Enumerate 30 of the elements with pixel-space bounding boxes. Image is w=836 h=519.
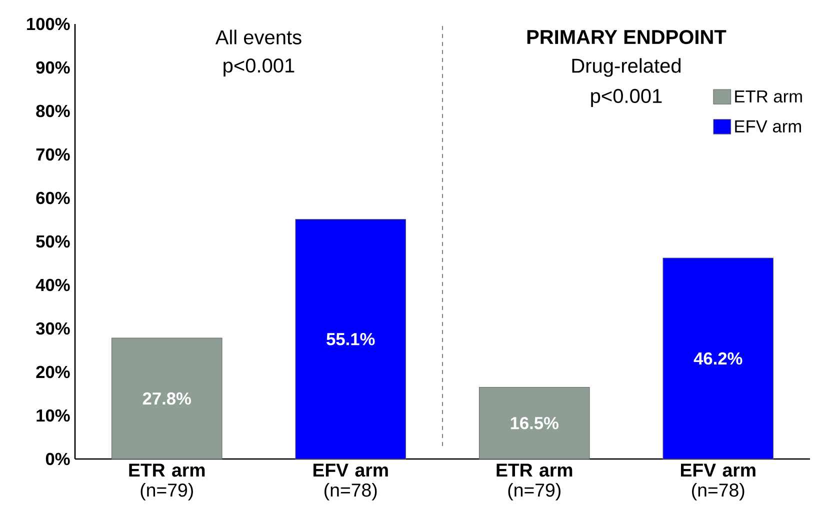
y-tick-label: 90% — [36, 61, 70, 74]
bar — [662, 258, 774, 460]
legend-label: ETR arm — [735, 90, 802, 103]
legend-label: EFV arm — [735, 120, 801, 133]
data-label: 46.2% — [694, 352, 742, 365]
y-tick-label: 20% — [36, 366, 70, 378]
x-tick-label: ETR arm (n=79) — [496, 464, 572, 500]
data-label: 55.1% — [326, 333, 375, 346]
bar — [478, 386, 590, 460]
y-tick-label: 50% — [36, 235, 70, 248]
y-tick-label: 30% — [36, 322, 70, 335]
y-tick-label: 70% — [36, 148, 70, 161]
x-tick-label: ETR arm (n=79) — [129, 464, 205, 500]
y-tick-label: 100% — [27, 18, 70, 30]
annotation: p<0.001 — [224, 58, 294, 77]
annotation: All events — [215, 30, 302, 44]
bar — [295, 219, 406, 460]
data-label: 16.5% — [510, 416, 558, 430]
annotation: Drug-related — [572, 58, 681, 77]
x-tick-label: EFV arm (n=78) — [313, 464, 388, 500]
x-tick-label: EFV arm (n=78) — [680, 464, 756, 500]
y-tick-label: 10% — [36, 409, 70, 422]
y-tick-label: 80% — [36, 104, 70, 118]
annotation: PRIMARY ENDPOINT — [527, 30, 726, 44]
data-label: 27.8% — [142, 392, 191, 405]
y-tick-label: 40% — [36, 278, 70, 292]
annotation: p<0.001 — [591, 88, 662, 107]
y-tick-label: 0% — [46, 452, 70, 466]
bar — [111, 338, 222, 460]
y-tick-label: 60% — [36, 192, 70, 204]
